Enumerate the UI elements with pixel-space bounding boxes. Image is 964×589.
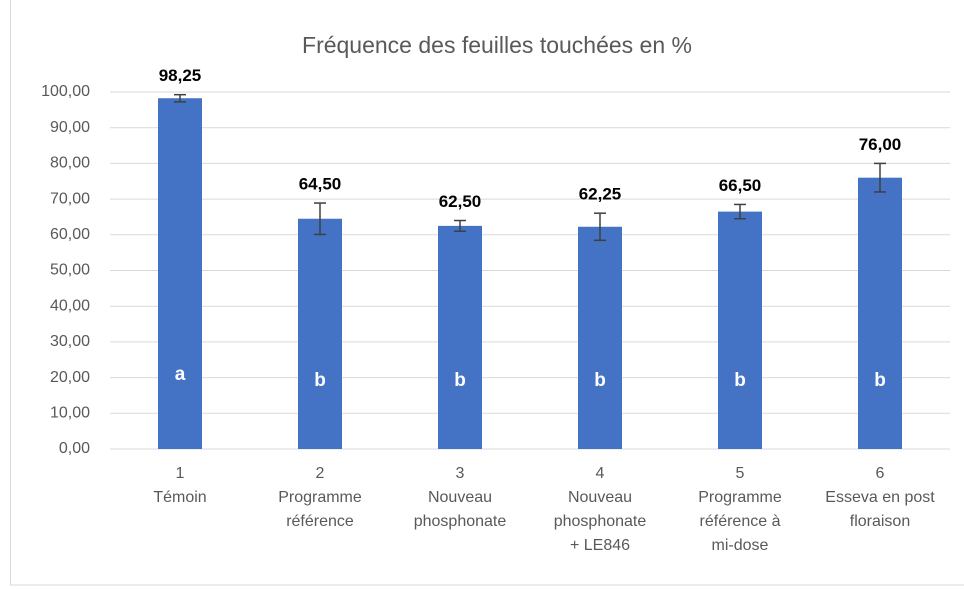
data-label: 62,25 (579, 185, 622, 204)
group-letter: b (734, 370, 746, 391)
chart-title: Fréquence des feuilles touchées en % (302, 32, 692, 58)
x-tick-label: 3 (456, 465, 465, 482)
data-label: 64,50 (299, 175, 342, 194)
y-tick-label: 80,00 (50, 155, 90, 172)
chart-frame (10, 0, 964, 586)
bar (158, 98, 202, 449)
group-letter: b (314, 370, 326, 391)
bar (578, 226, 622, 449)
x-tick-label: mi-dose (712, 537, 769, 554)
x-tick-label: Nouveau (568, 489, 632, 506)
x-tick-label: 6 (876, 465, 885, 482)
y-tick-label: 40,00 (50, 297, 90, 314)
y-tick-label: 50,00 (50, 262, 90, 279)
x-tick-label: 4 (596, 465, 605, 482)
x-tick-label: Nouveau (428, 489, 492, 506)
y-tick-label: 20,00 (50, 369, 90, 386)
x-tick-label: phosphonate (554, 513, 647, 530)
x-tick-label: Programme (698, 489, 782, 506)
data-label: 98,25 (159, 66, 202, 85)
x-tick-label: Esseva en post (825, 489, 935, 506)
group-letter: a (175, 364, 186, 385)
y-tick-label: 70,00 (50, 190, 90, 207)
y-tick-label: 90,00 (50, 119, 90, 136)
x-tick-label: 5 (736, 465, 745, 482)
data-label: 62,50 (439, 192, 482, 211)
x-tick-label: 1 (176, 465, 185, 482)
y-tick-label: 60,00 (50, 226, 90, 243)
y-tick-label: 0,00 (59, 440, 90, 457)
bar (858, 177, 902, 449)
group-letter: b (874, 370, 886, 391)
x-tick-label: phosphonate (414, 513, 507, 530)
data-label: 66,50 (719, 176, 762, 195)
bar (298, 218, 342, 449)
group-letter: b (594, 370, 606, 391)
group-letter: b (454, 370, 466, 391)
x-tick-label: référence à (700, 513, 781, 530)
y-tick-label: 100,00 (41, 83, 90, 100)
data-label: 76,00 (859, 135, 902, 154)
y-tick-label: 10,00 (50, 405, 90, 422)
y-tick-label: 30,00 (50, 333, 90, 350)
x-tick-label: + LE846 (570, 537, 630, 554)
x-tick-label: 2 (316, 465, 325, 482)
x-tick-label: Témoin (153, 489, 206, 506)
x-tick-label: Programme (278, 489, 362, 506)
bar (718, 211, 762, 449)
x-tick-label: floraison (850, 513, 910, 530)
bar (438, 225, 482, 449)
x-tick-label: référence (286, 513, 354, 530)
